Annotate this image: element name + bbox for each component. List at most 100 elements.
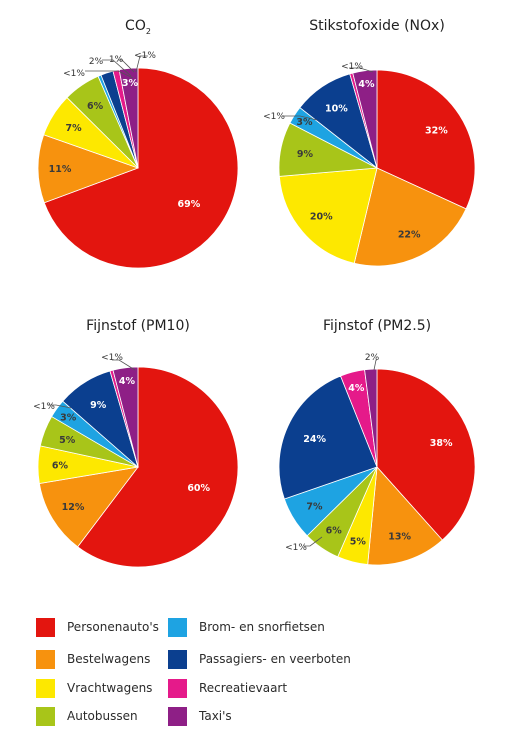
callout-label: 2% xyxy=(89,57,104,67)
slice-label: 22% xyxy=(398,230,421,241)
chart-title: Fijnstof (PM10) xyxy=(86,318,190,334)
legend-swatch xyxy=(168,649,187,669)
chart-title: Fijnstof (PM2.5) xyxy=(323,318,431,334)
legend-swatch xyxy=(168,617,187,637)
legend-item-personenautos: Personenauto's xyxy=(36,617,159,637)
pie-slice xyxy=(43,67,239,269)
callout: <1% xyxy=(33,402,72,412)
slice-label: 4% xyxy=(358,79,375,90)
callout-label: <1% xyxy=(134,51,156,61)
slice-label: 11% xyxy=(49,164,72,175)
callout-label: <1% xyxy=(285,543,307,553)
slice-label: 5% xyxy=(59,435,76,446)
callout-label: <1% xyxy=(263,112,285,122)
slice-label: 10% xyxy=(325,103,348,114)
legend-label: Taxi's xyxy=(199,709,232,723)
legend-label: Vrachtwagens xyxy=(67,681,153,695)
slice-label: 3% xyxy=(122,78,139,89)
slice-label: 4% xyxy=(348,383,365,394)
legend-swatch xyxy=(168,706,187,726)
callout-label: <1% xyxy=(63,69,85,79)
slice-label: 60% xyxy=(187,483,210,494)
chart-title-subscript: 2 xyxy=(146,27,151,36)
pie-slice xyxy=(352,69,378,169)
callout: <1% xyxy=(101,353,136,371)
leader-line xyxy=(85,70,134,79)
pie-slice xyxy=(376,69,476,210)
legend-swatch xyxy=(36,706,55,726)
legend-swatch xyxy=(168,678,187,698)
slice-label: 12% xyxy=(62,502,85,513)
pie-slice xyxy=(38,466,139,548)
legend: Personenauto's Bestelwagens Vrachtwagens… xyxy=(36,617,506,732)
slice-label: 69% xyxy=(178,199,201,210)
callout: <1% xyxy=(341,62,374,73)
callout-label: 1% xyxy=(109,55,124,65)
slice-label: 7% xyxy=(306,501,323,512)
pie-chart-2: Stikstofoxide (NOx) 32% 22% 20% 9% 3% 10% 4% xyxy=(278,18,476,267)
slice-label: 6% xyxy=(52,461,69,472)
slice-label: 4% xyxy=(119,376,136,387)
leader-line xyxy=(112,359,136,371)
legend-swatch xyxy=(36,617,55,637)
leader-line xyxy=(373,359,377,371)
slice-label: 5% xyxy=(350,537,367,548)
legend-swatch xyxy=(36,678,55,698)
leader-line xyxy=(135,55,148,73)
chart-title: CO2 xyxy=(125,18,151,36)
callout: 2% xyxy=(365,353,380,371)
legend-item-taxis: Taxi's xyxy=(168,706,232,726)
leader-line xyxy=(282,115,318,121)
legend-item-passagiers-veerboten: Passagiers- en veerboten xyxy=(168,649,351,669)
callout: <1% xyxy=(134,51,156,73)
leader-line xyxy=(118,59,135,73)
legend-item-autobussen: Autobussen xyxy=(36,706,138,726)
chart-title: Stikstofoxide (NOx) xyxy=(309,18,445,34)
callout-label: <1% xyxy=(341,62,363,72)
slice-label: 7% xyxy=(66,123,83,134)
pie-slice xyxy=(278,167,378,264)
legend-label: Personenauto's xyxy=(67,620,159,634)
legend-label: Passagiers- en veerboten xyxy=(199,652,351,666)
callout: 1% xyxy=(109,55,135,73)
pie-slice xyxy=(118,67,139,169)
callout-label: <1% xyxy=(101,353,123,363)
pie-chart-4: Fijnstof (PM2.5) 38% 13% 5% 6% 7% 24% 4% xyxy=(278,318,476,566)
pie-slice xyxy=(376,368,476,541)
legend-swatch xyxy=(36,649,55,669)
leader-line xyxy=(349,67,374,73)
slice-label: 9% xyxy=(297,149,314,160)
slice-label: 6% xyxy=(87,101,104,112)
slice-label: 3% xyxy=(60,412,77,423)
pie-slice xyxy=(367,466,443,566)
leader-line xyxy=(48,404,72,409)
pie-slice xyxy=(37,134,140,204)
slice-label: 6% xyxy=(326,526,343,537)
legend-item-brom-snorfietsen: Brom- en snorfietsen xyxy=(168,617,325,637)
slice-label: 24% xyxy=(303,434,326,445)
slice-label: 20% xyxy=(310,212,333,223)
slice-label: 3% xyxy=(296,117,313,128)
slice-label: 9% xyxy=(90,400,107,411)
legend-item-bestelwagens: Bestelwagens xyxy=(36,649,150,669)
callout: <1% xyxy=(63,69,134,79)
slice-label: 38% xyxy=(430,438,453,449)
callout: <1% xyxy=(285,536,323,553)
pie-slice xyxy=(112,366,139,468)
pie-chart-3: Fijnstof (PM10) 60% 12% 6% 5% 3% 9% 4% xyxy=(37,318,239,568)
leader-line xyxy=(304,536,323,547)
legend-label: Brom- en snorfietsen xyxy=(199,620,325,634)
callout: <1% xyxy=(263,112,318,122)
pie-slice xyxy=(353,167,467,267)
legend-label: Recreatievaart xyxy=(199,681,288,695)
legend-item-recreatievaart: Recreatievaart xyxy=(168,678,287,698)
callout-label: 2% xyxy=(365,353,380,363)
legend-label: Bestelwagens xyxy=(67,652,151,666)
pie-slice xyxy=(364,368,378,468)
callout: 2% xyxy=(89,57,132,77)
pie-slice xyxy=(77,366,239,568)
legend-label: Autobussen xyxy=(67,709,138,723)
slice-label: 13% xyxy=(388,531,411,542)
leader-line xyxy=(102,59,132,77)
